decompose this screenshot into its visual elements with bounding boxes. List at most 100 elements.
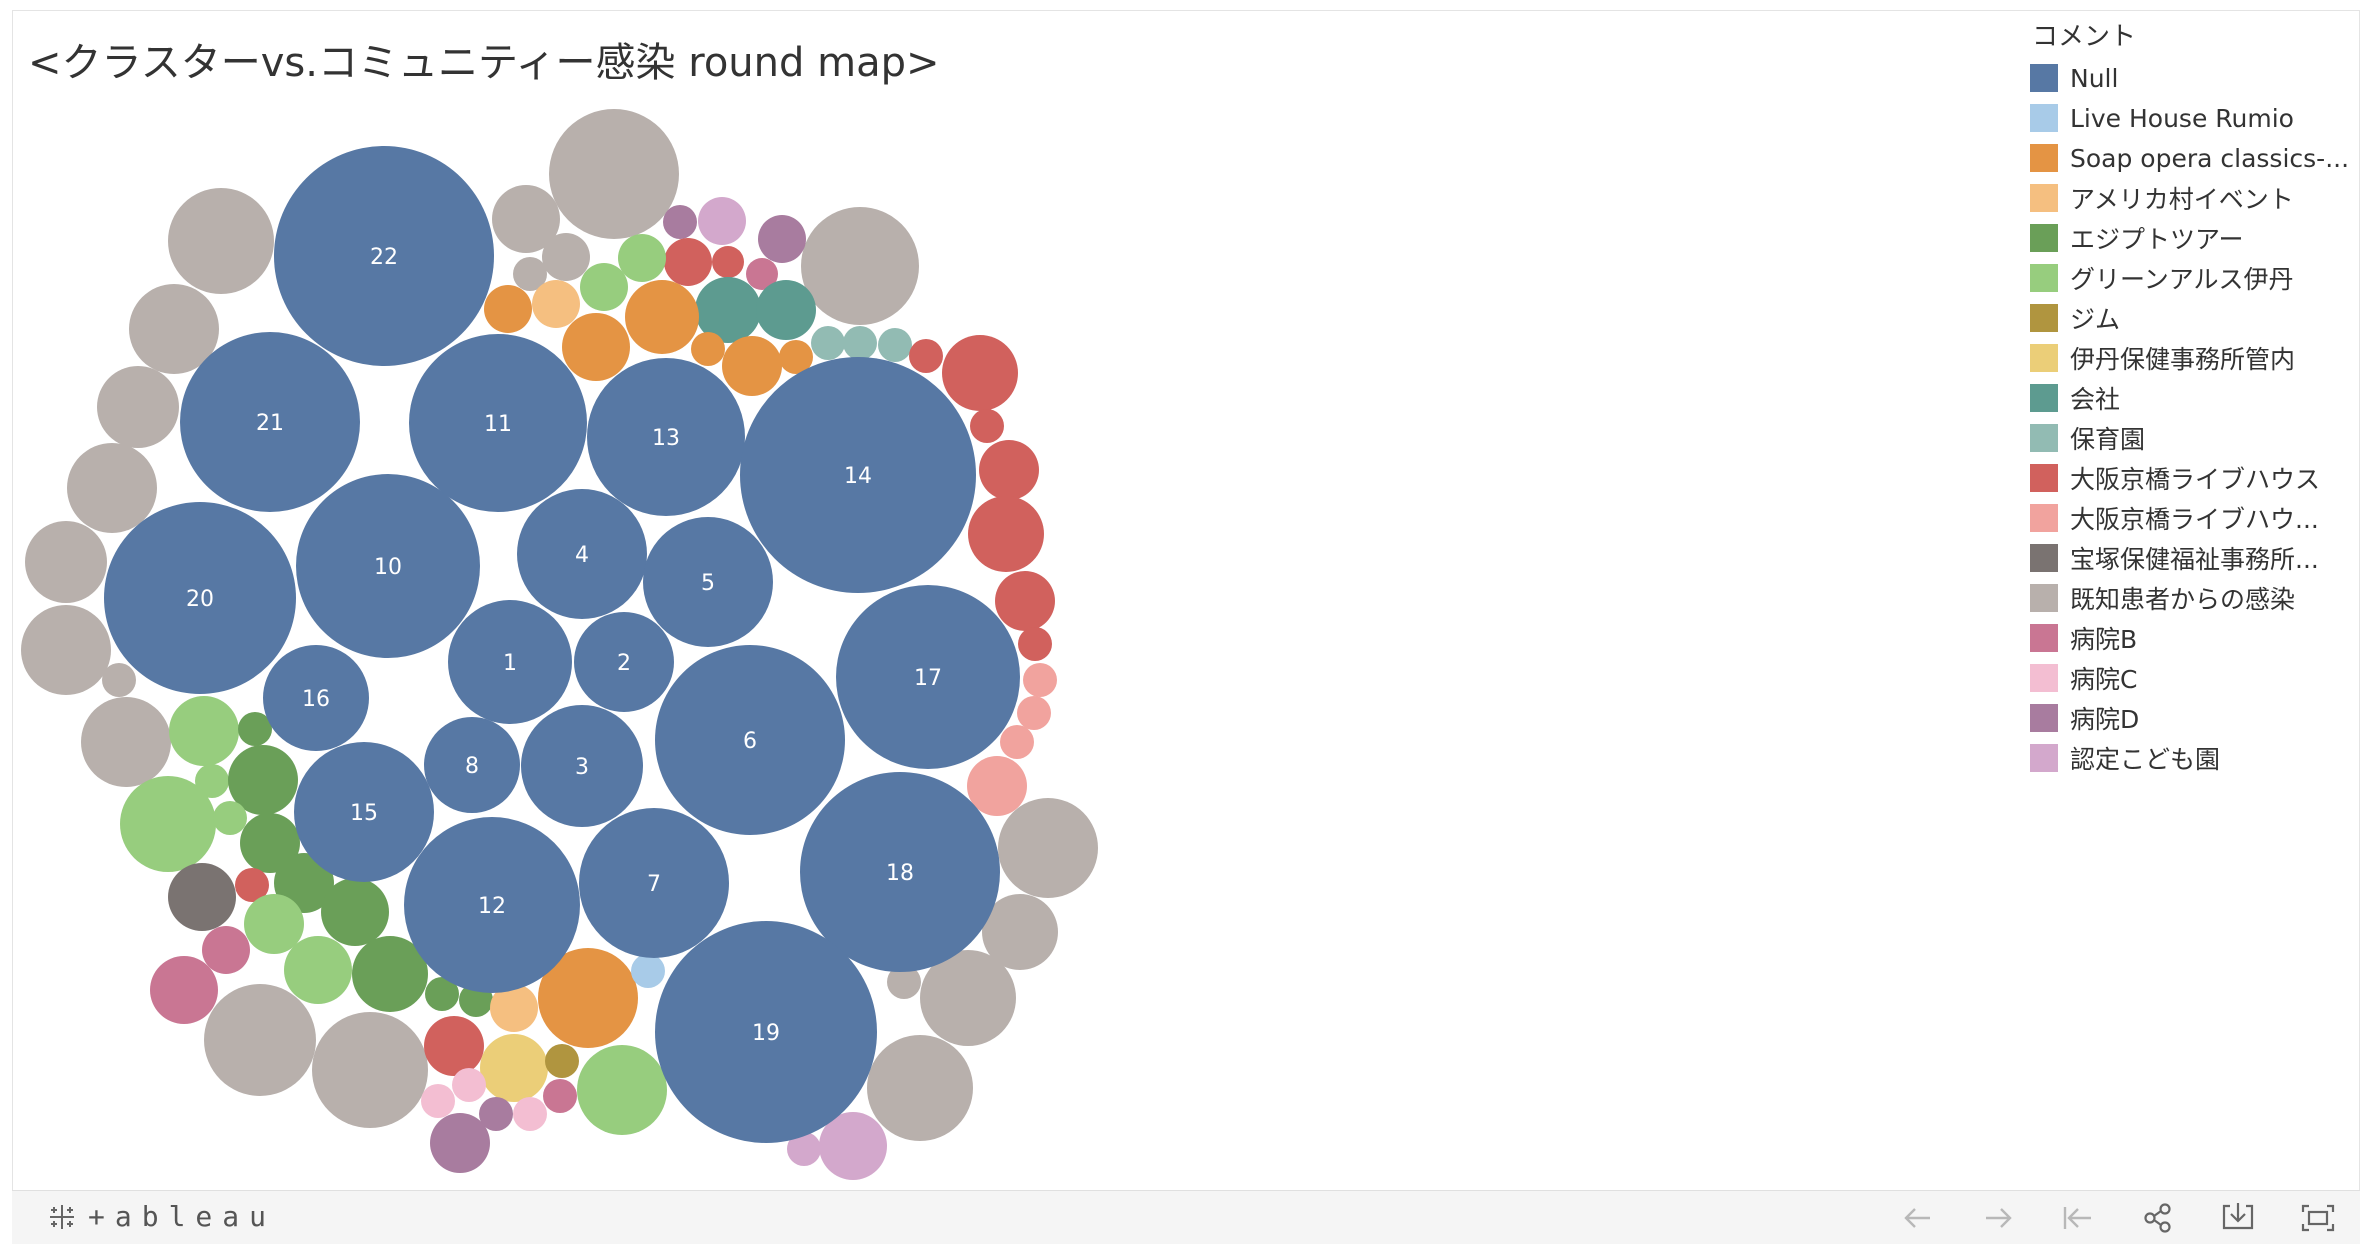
- bubble[interactable]: [238, 712, 272, 746]
- bubble[interactable]: [168, 188, 274, 294]
- bubble[interactable]: [513, 257, 547, 291]
- legend-item[interactable]: 大阪京橋ライブハウ...: [2030, 498, 2349, 538]
- bubble-3[interactable]: [521, 705, 643, 827]
- bubble[interactable]: [625, 280, 699, 354]
- bubble[interactable]: [970, 409, 1004, 443]
- bubble[interactable]: [779, 340, 813, 374]
- bubble[interactable]: [202, 926, 250, 974]
- bubble[interactable]: [21, 605, 111, 695]
- bubble[interactable]: [1023, 663, 1057, 697]
- bubble[interactable]: [312, 1012, 428, 1128]
- bubble-7[interactable]: [579, 808, 729, 958]
- bubble-11[interactable]: [409, 334, 587, 512]
- bubble[interactable]: [995, 571, 1055, 631]
- bubble[interactable]: [843, 326, 877, 360]
- bubble[interactable]: [811, 326, 845, 360]
- legend-item[interactable]: 既知患者からの感染: [2030, 578, 2349, 618]
- bubble[interactable]: [942, 335, 1018, 411]
- legend-item[interactable]: 大阪京橋ライブハウス: [2030, 458, 2349, 498]
- legend-item[interactable]: 病院D: [2030, 698, 2349, 738]
- bubble[interactable]: [542, 233, 590, 281]
- bubble-4[interactable]: [517, 489, 647, 619]
- bubble[interactable]: [698, 197, 746, 245]
- redo-button[interactable]: [1978, 1201, 2018, 1235]
- bubble[interactable]: [801, 207, 919, 325]
- bubble-6[interactable]: [655, 645, 845, 835]
- bubble[interactable]: [887, 965, 921, 999]
- bubble[interactable]: [819, 1112, 887, 1180]
- bubble-17[interactable]: [836, 585, 1020, 769]
- bubble[interactable]: [235, 868, 269, 902]
- bubble[interactable]: [664, 238, 712, 286]
- bubble-21[interactable]: [180, 332, 360, 512]
- bubble-19[interactable]: [655, 921, 877, 1143]
- bubble[interactable]: [746, 258, 778, 290]
- legend-item[interactable]: 認定こども園: [2030, 738, 2349, 778]
- bubble[interactable]: [81, 697, 171, 787]
- bubble[interactable]: [580, 263, 628, 311]
- legend-item[interactable]: 伊丹保健事務所管内: [2030, 338, 2349, 378]
- bubble[interactable]: [228, 745, 298, 815]
- bubble[interactable]: [430, 1113, 490, 1173]
- bubble[interactable]: [756, 280, 816, 340]
- bubble[interactable]: [102, 663, 136, 697]
- undo-button[interactable]: [1898, 1201, 1938, 1235]
- share-button[interactable]: [2138, 1201, 2178, 1235]
- bubble[interactable]: [982, 894, 1058, 970]
- bubble[interactable]: [618, 234, 666, 282]
- bubble[interactable]: [513, 1097, 547, 1131]
- bubble[interactable]: [543, 1079, 577, 1113]
- bubble[interactable]: [244, 894, 304, 954]
- legend-item[interactable]: エジプトツアー: [2030, 218, 2349, 258]
- bubble[interactable]: [274, 853, 334, 913]
- bubble[interactable]: [195, 764, 229, 798]
- bubble[interactable]: [538, 948, 638, 1048]
- bubble[interactable]: [452, 1068, 486, 1102]
- bubble[interactable]: [169, 696, 239, 766]
- legend-item[interactable]: 病院B: [2030, 618, 2349, 658]
- bubble[interactable]: [695, 277, 761, 343]
- bubble-16[interactable]: [263, 645, 369, 751]
- bubble[interactable]: [967, 756, 1027, 816]
- bubble[interactable]: [492, 185, 560, 253]
- bubble[interactable]: [722, 336, 782, 396]
- bubble-10[interactable]: [296, 474, 480, 658]
- bubble[interactable]: [120, 776, 216, 872]
- color-legend[interactable]: コメント Null Live House Rumio Soap opera clas…: [2030, 20, 2349, 778]
- legend-item[interactable]: グリーンアルス伊丹: [2030, 258, 2349, 298]
- bubble[interactable]: [920, 950, 1016, 1046]
- bubble[interactable]: [168, 863, 236, 931]
- bubble-20[interactable]: [104, 502, 296, 694]
- bubble[interactable]: [562, 313, 630, 381]
- bubble[interactable]: [1000, 725, 1034, 759]
- bubble[interactable]: [480, 1034, 548, 1102]
- bubble[interactable]: [129, 284, 219, 374]
- bubble[interactable]: [240, 813, 300, 873]
- bubble-1[interactable]: [448, 600, 572, 724]
- legend-item[interactable]: ジム: [2030, 298, 2349, 338]
- legend-item[interactable]: Soap opera classics-...: [2030, 138, 2349, 178]
- bubble[interactable]: [284, 936, 352, 1004]
- legend-item[interactable]: 宝塚保健福祉事務所...: [2030, 538, 2349, 578]
- bubble[interactable]: [213, 801, 247, 835]
- bubble[interactable]: [425, 977, 459, 1011]
- bubble-5[interactable]: [643, 517, 773, 647]
- bubble[interactable]: [484, 285, 532, 333]
- bubble[interactable]: [691, 332, 725, 366]
- tableau-brand[interactable]: +ableau: [46, 1201, 276, 1233]
- legend-item[interactable]: Null: [2030, 58, 2349, 98]
- bubble[interactable]: [532, 280, 580, 328]
- bubble[interactable]: [545, 1044, 579, 1078]
- legend-item[interactable]: アメリカ村イベント: [2030, 178, 2349, 218]
- bubble[interactable]: [998, 798, 1098, 898]
- bubble[interactable]: [421, 1084, 455, 1118]
- bubble[interactable]: [909, 339, 943, 373]
- bubble[interactable]: [352, 936, 428, 1012]
- legend-item[interactable]: 保育園: [2030, 418, 2349, 458]
- bubble[interactable]: [787, 1132, 821, 1166]
- bubble[interactable]: [758, 215, 806, 263]
- bubble[interactable]: [577, 1045, 667, 1135]
- bubble[interactable]: [67, 443, 157, 533]
- bubble-18[interactable]: [800, 772, 1000, 972]
- bubble-12[interactable]: [404, 817, 580, 993]
